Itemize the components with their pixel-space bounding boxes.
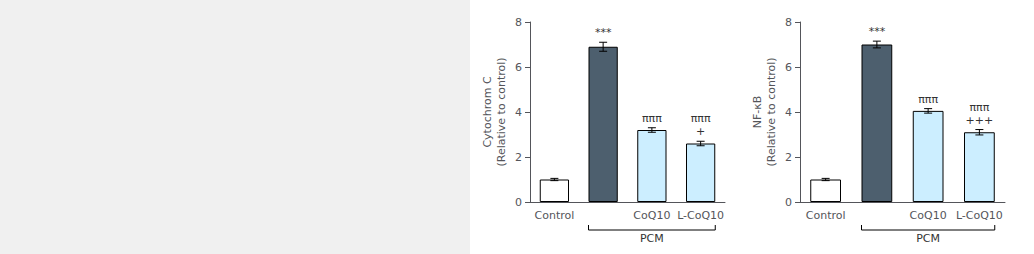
svg-text:PCM: PCM (640, 232, 664, 245)
svg-text:PCM: PCM (916, 232, 940, 245)
svg-text:2: 2 (785, 151, 792, 164)
svg-text:Control: Control (806, 209, 846, 222)
svg-text:Control: Control (534, 209, 574, 222)
svg-text:2: 2 (515, 151, 522, 164)
svg-text:(Relative to control): (Relative to control) (495, 57, 508, 166)
svg-text:0: 0 (515, 196, 522, 209)
svg-text:+++: +++ (966, 114, 994, 127)
svg-text:6: 6 (785, 61, 792, 74)
svg-text:πππ: πππ (969, 101, 989, 114)
svg-text:CoQ10: CoQ10 (910, 209, 947, 222)
svg-text:πππ: πππ (642, 112, 662, 125)
svg-text:L-CoQ10: L-CoQ10 (956, 209, 1003, 222)
svg-text:+: + (696, 125, 705, 138)
svg-text:CoQ10: CoQ10 (633, 209, 670, 222)
svg-text:πππ: πππ (691, 112, 711, 125)
svg-text:L-CoQ10: L-CoQ10 (677, 209, 724, 222)
svg-text:6: 6 (515, 61, 522, 74)
svg-text:πππ: πππ (918, 93, 938, 106)
svg-text:8: 8 (515, 16, 522, 29)
svg-text:(Relative to control): (Relative to control) (765, 57, 778, 166)
svg-text:NF-κB: NF-κB (751, 96, 764, 129)
svg-text:4: 4 (785, 106, 792, 119)
svg-text:Cytochrom C: Cytochrom C (481, 76, 494, 147)
svg-text:***: *** (869, 25, 886, 38)
svg-text:***: *** (595, 26, 612, 39)
svg-text:0: 0 (785, 196, 792, 209)
svg-text:4: 4 (515, 106, 522, 119)
svg-text:8: 8 (785, 16, 792, 29)
